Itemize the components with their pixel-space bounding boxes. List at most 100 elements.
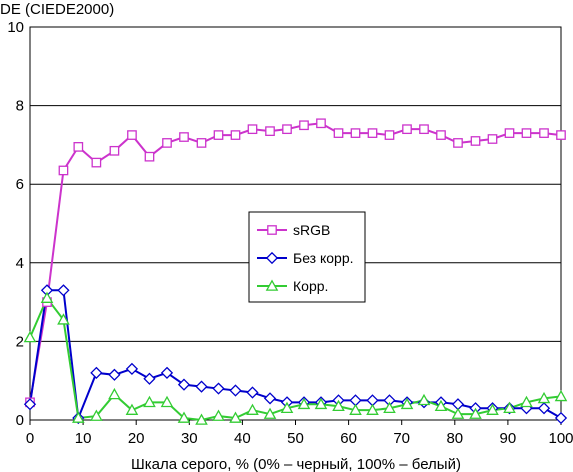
series-0-point xyxy=(196,138,207,148)
x-tick-label: 70 xyxy=(393,430,410,447)
series-0-point xyxy=(521,128,532,138)
series-0-point xyxy=(487,134,498,144)
series-1-point xyxy=(246,386,259,399)
series-2-point xyxy=(23,330,37,343)
series-2-point xyxy=(57,313,70,325)
series-2-point xyxy=(160,395,174,408)
y-tick-label: 0 xyxy=(16,412,24,429)
series-0-point xyxy=(247,124,258,135)
series-1-point xyxy=(177,378,191,391)
series-0-point xyxy=(127,130,137,140)
series-1-point xyxy=(554,411,568,425)
series-0-point xyxy=(213,130,224,140)
x-tick-label: 80 xyxy=(446,430,463,447)
series-0-point xyxy=(453,138,463,148)
series-1-point xyxy=(108,368,121,381)
series-2-point xyxy=(332,399,345,412)
series-2-point xyxy=(383,401,396,414)
series-2-point xyxy=(486,403,499,415)
series-0-point xyxy=(162,138,172,148)
series-2-point xyxy=(434,399,448,412)
legend: sRGB Без корр. Корр. xyxy=(248,211,366,303)
series-2-point xyxy=(537,391,551,404)
y-tick-label: 4 xyxy=(16,255,24,272)
series-2-point xyxy=(349,403,362,415)
series-2-point xyxy=(177,411,191,423)
series-1-point xyxy=(125,362,139,376)
y-axis-title: DE (CIEDE2000) xyxy=(0,1,114,18)
series-0-point xyxy=(73,142,84,152)
series-2-point xyxy=(72,411,85,423)
legend-entry-label: Корр. xyxy=(293,278,328,294)
series-2-point xyxy=(280,401,294,414)
series-2-point xyxy=(417,393,431,406)
series-0-point xyxy=(230,130,241,140)
x-tick-label: 60 xyxy=(340,430,357,447)
series-2-point xyxy=(40,291,54,303)
series-0-point xyxy=(282,124,292,135)
series-2-point xyxy=(125,403,139,415)
series-0-point xyxy=(316,118,326,129)
series-2-point xyxy=(366,403,379,415)
series-1-point xyxy=(90,366,103,379)
y-tick-label: 6 xyxy=(16,176,24,193)
x-axis-title: Шкала серого, % (0% – черный, 100% – бел… xyxy=(131,456,461,472)
series-2-point xyxy=(229,411,242,423)
series-1-point xyxy=(212,382,225,395)
legend-entry-label: sRGB xyxy=(293,222,330,238)
series-1-point xyxy=(160,366,174,379)
series-0-point xyxy=(436,130,446,140)
x-axis-ticks: 0 10 20 30 40 50 60 70 80 90 100 xyxy=(26,420,573,447)
series-0-point xyxy=(299,120,309,131)
series-2-point xyxy=(451,407,465,419)
y-tick-label: 10 xyxy=(7,19,24,36)
series-0-point xyxy=(179,132,189,142)
series-0-point xyxy=(504,128,515,138)
series-1-point xyxy=(57,284,70,297)
series-2-point xyxy=(246,403,259,415)
series-1-point xyxy=(143,372,156,385)
series-0-point xyxy=(384,130,395,140)
x-tick-label: 20 xyxy=(128,430,145,447)
legend-swatch-marker xyxy=(267,225,277,235)
y-tick-label: 8 xyxy=(16,98,24,115)
y-tick-label: 2 xyxy=(16,333,24,350)
x-tick-label: 10 xyxy=(75,430,92,447)
series-2-point xyxy=(297,397,311,410)
series-0-point xyxy=(91,157,102,168)
x-tick-label: 90 xyxy=(500,430,517,447)
series-0-point xyxy=(556,130,566,140)
legend-swatch-marker xyxy=(265,251,279,265)
series-0-point xyxy=(350,128,361,138)
x-tick-label: 30 xyxy=(181,430,198,447)
series-0-point xyxy=(470,136,481,146)
series-0-point xyxy=(333,128,344,138)
series-2-point xyxy=(90,409,103,421)
series-1-point xyxy=(263,392,277,405)
series-2-point xyxy=(195,413,208,425)
series-0-point xyxy=(419,124,429,135)
series-0-point xyxy=(109,145,120,156)
series-2-point xyxy=(400,397,414,410)
legend-swatch-marker xyxy=(265,279,279,291)
series-2-point xyxy=(314,397,328,410)
series-1-point xyxy=(229,384,242,397)
series-2-point xyxy=(554,389,568,402)
series-2-point xyxy=(108,387,121,400)
series-2-point xyxy=(212,409,225,421)
series-0-point xyxy=(539,128,549,138)
series-2-point xyxy=(503,401,516,414)
series-0-point xyxy=(367,128,378,138)
series-0-point xyxy=(265,126,275,136)
legend-entry-label: Без корр. xyxy=(293,250,354,266)
series-1-point xyxy=(537,402,551,415)
x-tick-label: 40 xyxy=(234,430,251,447)
x-tick-label: 50 xyxy=(287,430,304,447)
x-tick-label: 100 xyxy=(548,430,573,447)
series-0-point xyxy=(144,151,155,162)
series-2-point xyxy=(263,407,277,419)
series-2-point xyxy=(520,395,533,408)
series-1-point xyxy=(195,380,208,393)
x-tick-label: 0 xyxy=(26,430,34,447)
